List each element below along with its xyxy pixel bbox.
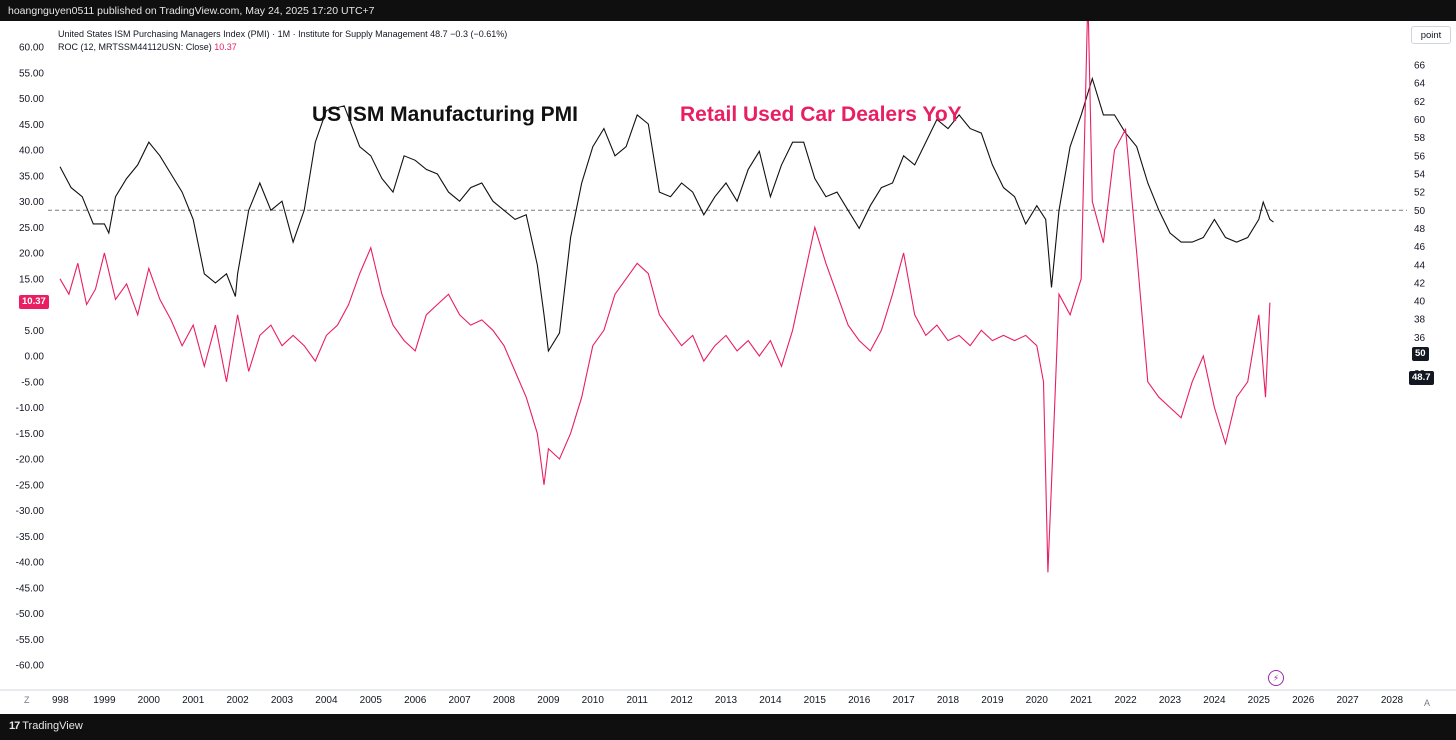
time-tick-label: 2015	[804, 695, 827, 706]
left-tick-label: -25.00	[16, 480, 45, 491]
time-tick-label: 2021	[1070, 695, 1093, 706]
right-tick-label: 42	[1414, 278, 1426, 289]
left-tick-label: -5.00	[21, 377, 44, 388]
time-tick-label: 2014	[759, 695, 782, 706]
publish-line: hoangnguyen0511 published on TradingView…	[8, 5, 375, 17]
right-tick-label: 38	[1414, 315, 1426, 326]
legend-roc-label: ROC (12, MRTSSM44112USN: Close)	[58, 41, 212, 52]
legend-roc[interactable]: ROC (12, MRTSSM44112USN: Close) 10.37	[58, 41, 507, 54]
pmi-last-value-badge: 48.7	[1409, 371, 1434, 385]
left-tick-label: -60.00	[16, 661, 45, 672]
left-tick-label: -40.00	[16, 558, 45, 569]
legend-roc-value: 10.37	[214, 41, 237, 52]
time-tick-label: 2013	[715, 695, 738, 706]
time-tick-label: 2022	[1114, 695, 1137, 706]
roc-last-value-badge: 10.37	[19, 295, 49, 309]
time-tick-label: 2023	[1159, 695, 1182, 706]
footer-bar	[0, 714, 1456, 740]
time-tick-label: 2000	[138, 695, 161, 706]
time-tick-label: 2002	[226, 695, 249, 706]
left-tick-label: 0.00	[25, 352, 45, 363]
time-tick-label: 2012	[670, 695, 693, 706]
time-tick-label: 998	[52, 695, 69, 706]
tradingview-logo[interactable]: 17 TradingView	[9, 720, 83, 732]
left-tick-label: 25.00	[19, 223, 44, 234]
time-tick-label: 2010	[582, 695, 605, 706]
plot-area	[48, 21, 1407, 573]
left-tick-label: 45.00	[19, 120, 44, 131]
time-tick-label: 2028	[1381, 695, 1404, 706]
roc-series-line	[59, 21, 1271, 573]
right-tick-label: 46	[1414, 242, 1426, 253]
left-tick-label: -20.00	[16, 455, 45, 466]
tradingview-mark-icon: 17	[9, 720, 20, 732]
left-tick-label: 35.00	[19, 171, 44, 182]
left-tick-label: 60.00	[19, 43, 44, 54]
time-tick-label: 2024	[1203, 695, 1226, 706]
time-tick-label: 2008	[493, 695, 516, 706]
auto-scale-button[interactable]: A	[1424, 698, 1431, 708]
annotation-roc-title: Retail Used Car Dealers YoY	[680, 103, 962, 126]
pmi-series-line	[59, 76, 1274, 353]
legend-pmi[interactable]: United States ISM Purchasing Managers In…	[58, 29, 508, 39]
left-tick-label: -45.00	[16, 583, 45, 594]
time-tick-label: 2020	[1026, 695, 1049, 706]
time-tick-label: 2007	[448, 695, 471, 706]
time-tick-label: 2001	[182, 695, 205, 706]
time-axis[interactable]: 998 1999 2000 2001 2002 2003 2004 2005 2006 2007 2…	[0, 689, 1456, 706]
right-tick-label: 60	[1414, 115, 1426, 126]
right-tick-label: 40	[1414, 297, 1426, 308]
time-tick-label: 2009	[537, 695, 560, 706]
pmi-reference-badge: 50	[1412, 347, 1429, 361]
time-tick-label: 2004	[315, 695, 338, 706]
lightning-icon[interactable]: ⚡	[1268, 670, 1284, 686]
left-tick-label: 15.00	[19, 274, 44, 285]
time-tick-label: 2017	[892, 695, 915, 706]
right-tick-label: 58	[1414, 133, 1426, 144]
time-tick-label: 2026	[1292, 695, 1315, 706]
time-tick-label: 2027	[1336, 695, 1359, 706]
tradingview-brand: TradingView	[22, 720, 83, 732]
right-price-axis[interactable]: 666462605856545250484644424038363432	[1414, 61, 1426, 381]
right-tick-label: 66	[1414, 61, 1426, 72]
legend[interactable]: United States ISM Purchasing Managers In…	[58, 28, 507, 53]
left-tick-label: 55.00	[19, 68, 44, 79]
right-tick-label: 52	[1414, 188, 1426, 199]
right-tick-label: 56	[1414, 151, 1426, 162]
right-tick-label: 48	[1414, 224, 1426, 235]
left-tick-label: -15.00	[16, 429, 45, 440]
right-tick-label: 64	[1414, 79, 1426, 90]
left-tick-label: -10.00	[16, 403, 45, 414]
left-tick-label: 30.00	[19, 197, 44, 208]
left-tick-label: 5.00	[25, 326, 45, 337]
time-tick-label: 2016	[848, 695, 871, 706]
left-tick-label: 40.00	[19, 146, 44, 157]
time-tick-label: 2018	[937, 695, 960, 706]
time-tick-label: 1999	[93, 695, 116, 706]
publish-bar: hoangnguyen0511 published on TradingView…	[0, 0, 1456, 21]
time-tick-label: 2003	[271, 695, 294, 706]
right-tick-label: 36	[1414, 333, 1426, 344]
time-tick-label: 2019	[981, 695, 1004, 706]
zoom-reset-button[interactable]: Z	[24, 695, 30, 705]
right-tick-label: 54	[1414, 169, 1426, 180]
chart-frame	[0, 21, 1456, 714]
left-tick-label: -35.00	[16, 532, 45, 543]
time-tick-label: 2006	[404, 695, 427, 706]
chart-canvas[interactable]: 60.00 55.00 50.00 45.00 40.00 35.00 30.00 25.00…	[0, 21, 1456, 714]
left-tick-label: -30.00	[16, 506, 45, 517]
time-tick-label: 2025	[1248, 695, 1271, 706]
right-tick-label: 44	[1414, 260, 1426, 271]
unit-button[interactable]: point	[1411, 26, 1451, 44]
right-tick-label: 50	[1414, 206, 1426, 217]
right-tick-label: 62	[1414, 97, 1426, 108]
time-tick-label: 2011	[626, 695, 648, 706]
annotation-pmi-title: US ISM Manufacturing PMI	[312, 103, 579, 126]
left-tick-label: -50.00	[16, 609, 45, 620]
left-tick-label: 20.00	[19, 249, 44, 260]
left-tick-label: 50.00	[19, 94, 44, 105]
left-price-axis[interactable]: 60.00 55.00 50.00 45.00 40.00 35.00 30.00 25.00…	[16, 43, 45, 672]
left-tick-label: -55.00	[16, 635, 45, 646]
time-tick-label: 2005	[360, 695, 383, 706]
